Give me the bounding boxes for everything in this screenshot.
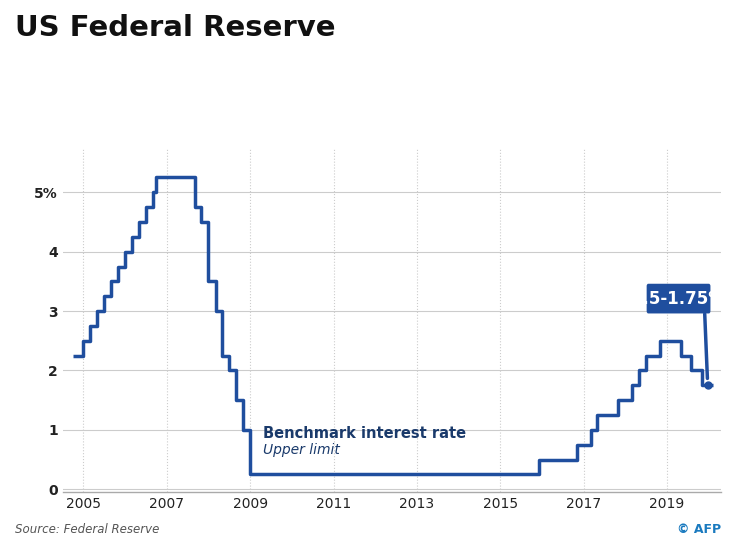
Text: Upper limit: Upper limit [263,443,339,457]
FancyBboxPatch shape [647,284,710,313]
Text: 1.5-1.75%: 1.5-1.75% [631,289,726,307]
Text: Source: Federal Reserve: Source: Federal Reserve [15,523,159,536]
Text: © AFP: © AFP [677,523,721,536]
Text: Benchmark interest rate: Benchmark interest rate [263,426,466,441]
Text: US Federal Reserve: US Federal Reserve [15,14,335,42]
